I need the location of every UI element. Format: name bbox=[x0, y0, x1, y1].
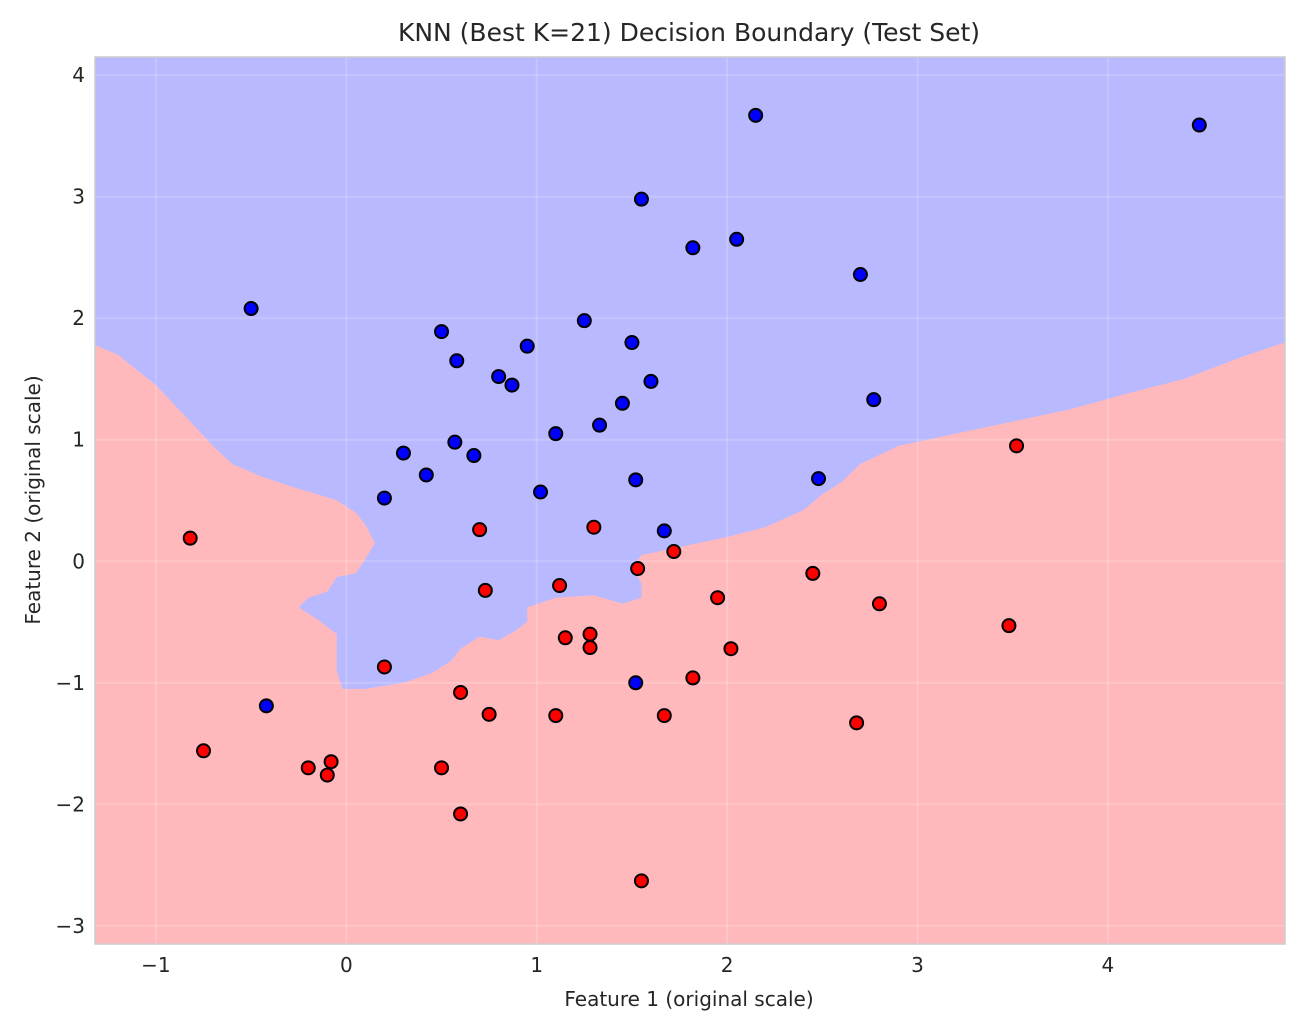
point-class-1 bbox=[243, 301, 259, 317]
point-class-1 bbox=[504, 377, 520, 393]
point-class-0 bbox=[871, 596, 887, 612]
chart-title: KNN (Best K=21) Decision Boundary (Test … bbox=[398, 18, 980, 47]
point-class-0 bbox=[472, 522, 488, 538]
plot-frame bbox=[94, 56, 1286, 945]
point-class-0 bbox=[710, 590, 726, 606]
y-tick-label: 1 bbox=[72, 428, 85, 452]
point-class-1 bbox=[811, 471, 827, 487]
point-class-0 bbox=[582, 640, 598, 656]
point-class-0 bbox=[552, 578, 568, 594]
y-tick-label: 4 bbox=[72, 63, 85, 87]
point-class-0 bbox=[685, 670, 701, 686]
y-tick-label: −1 bbox=[56, 671, 85, 695]
point-class-1 bbox=[449, 353, 465, 369]
point-class-1 bbox=[633, 191, 649, 207]
point-class-1 bbox=[491, 369, 507, 385]
y-tick-label: 0 bbox=[72, 549, 85, 573]
point-class-1 bbox=[643, 373, 659, 389]
point-class-1 bbox=[418, 467, 434, 483]
point-class-1 bbox=[748, 107, 764, 123]
point-class-0 bbox=[582, 626, 598, 642]
point-class-1 bbox=[447, 434, 463, 450]
point-class-0 bbox=[1009, 438, 1025, 454]
point-class-0 bbox=[1001, 618, 1017, 634]
point-class-0 bbox=[477, 582, 493, 598]
x-tick-label: 4 bbox=[1102, 953, 1115, 977]
x-tick-label: 1 bbox=[530, 953, 543, 977]
y-tick-label: 3 bbox=[72, 185, 85, 209]
point-class-1 bbox=[729, 231, 745, 247]
y-tick-label: 2 bbox=[72, 306, 85, 330]
y-tick-label: −2 bbox=[56, 792, 85, 816]
point-class-0 bbox=[723, 641, 739, 657]
x-axis-label: Feature 1 (original scale) bbox=[564, 987, 813, 1011]
point-class-1 bbox=[395, 445, 411, 461]
point-class-1 bbox=[519, 338, 535, 354]
point-class-0 bbox=[481, 706, 497, 722]
point-class-0 bbox=[319, 767, 335, 783]
point-class-1 bbox=[614, 395, 630, 411]
point-class-1 bbox=[852, 266, 868, 282]
point-class-0 bbox=[633, 873, 649, 889]
point-class-1 bbox=[376, 490, 392, 506]
point-class-0 bbox=[453, 684, 469, 700]
point-class-1 bbox=[258, 698, 274, 714]
point-class-1 bbox=[533, 484, 549, 500]
point-class-0 bbox=[376, 659, 392, 675]
point-class-1 bbox=[656, 523, 672, 539]
plot-area bbox=[95, 57, 1285, 944]
x-axis-ticks: −1 0 1 2 3 4 bbox=[141, 953, 1114, 977]
point-class-0 bbox=[453, 806, 469, 822]
point-class-1 bbox=[592, 417, 608, 433]
point-class-1 bbox=[466, 448, 482, 464]
point-class-0 bbox=[323, 754, 339, 770]
point-class-1 bbox=[866, 392, 882, 408]
test-points bbox=[182, 107, 1207, 889]
point-class-0 bbox=[300, 760, 316, 776]
y-tick-label: −3 bbox=[56, 914, 85, 938]
point-class-1 bbox=[628, 675, 644, 691]
point-class-0 bbox=[805, 565, 821, 581]
x-tick-label: 3 bbox=[911, 953, 924, 977]
point-class-1 bbox=[576, 313, 592, 329]
x-tick-label: 0 bbox=[340, 953, 353, 977]
point-class-0 bbox=[586, 519, 602, 535]
point-class-1 bbox=[1191, 117, 1207, 133]
point-class-1 bbox=[434, 324, 450, 340]
point-class-0 bbox=[557, 630, 573, 646]
point-class-0 bbox=[548, 708, 564, 724]
point-class-0 bbox=[182, 530, 198, 546]
point-class-0 bbox=[849, 715, 865, 731]
point-class-0 bbox=[434, 760, 450, 776]
decision-region-class-1 bbox=[95, 57, 1285, 689]
point-class-1 bbox=[624, 335, 640, 351]
y-axis-label: Feature 2 (original scale) bbox=[21, 375, 45, 624]
x-tick-label: −1 bbox=[141, 953, 170, 977]
point-class-1 bbox=[628, 472, 644, 488]
point-class-0 bbox=[630, 561, 646, 577]
point-class-1 bbox=[685, 240, 701, 256]
y-axis-ticks: −3 −2 −1 0 1 2 3 4 bbox=[56, 63, 85, 938]
point-class-0 bbox=[196, 743, 212, 759]
x-tick-label: 2 bbox=[721, 953, 734, 977]
point-class-0 bbox=[666, 544, 682, 560]
point-class-1 bbox=[548, 426, 564, 442]
point-class-0 bbox=[656, 708, 672, 724]
